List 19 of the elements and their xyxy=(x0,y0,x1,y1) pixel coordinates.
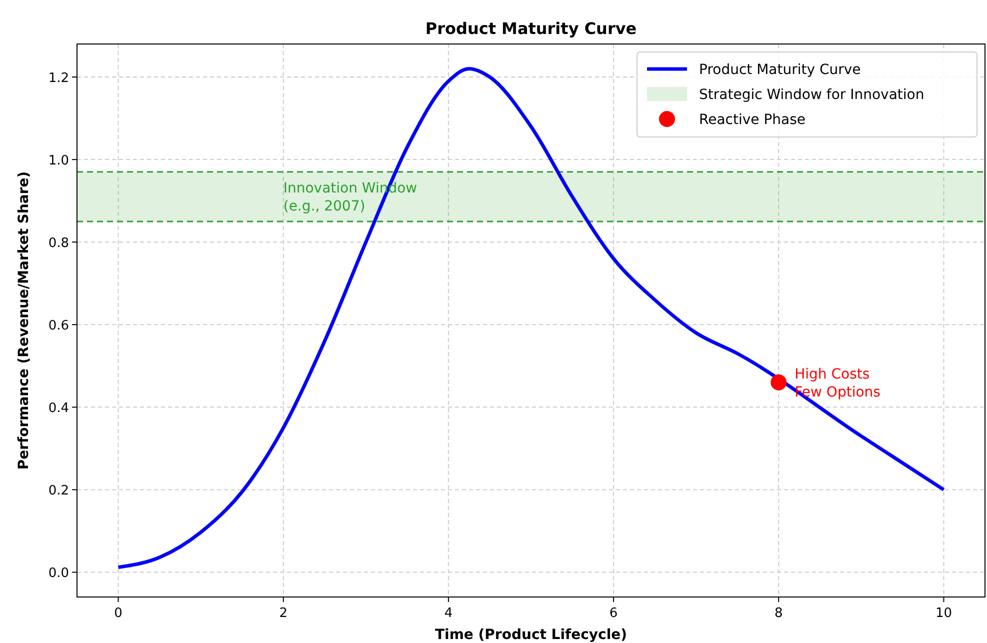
x-tick-label: 2 xyxy=(279,606,288,621)
y-tick-label: 1.0 xyxy=(48,154,69,169)
legend-label: Strategic Window for Innovation xyxy=(699,87,924,103)
x-axis-title: Time (Product Lifecycle) xyxy=(434,627,628,643)
y-tick-label: 0.4 xyxy=(48,401,69,416)
x-tick-label: 10 xyxy=(935,606,952,621)
y-tick-label: 1.2 xyxy=(48,71,69,86)
y-tick-label: 0.0 xyxy=(48,566,69,582)
legend-label: Reactive Phase xyxy=(699,112,806,128)
x-tick-label: 6 xyxy=(609,606,618,621)
y-axis-title: Performance (Revenue/Market Share) xyxy=(16,171,32,470)
y-tick-label: 0.6 xyxy=(48,318,69,334)
x-tick-label: 0 xyxy=(114,606,122,621)
y-tick-label: 0.8 xyxy=(48,236,69,252)
y-tick-label: 0.2 xyxy=(48,484,69,499)
x-tick-label: 4 xyxy=(444,606,453,621)
chart-title: Product Maturity Curve xyxy=(425,19,637,38)
x-tick-label: 8 xyxy=(774,606,783,621)
legend-label: Product Maturity Curve xyxy=(699,62,861,78)
